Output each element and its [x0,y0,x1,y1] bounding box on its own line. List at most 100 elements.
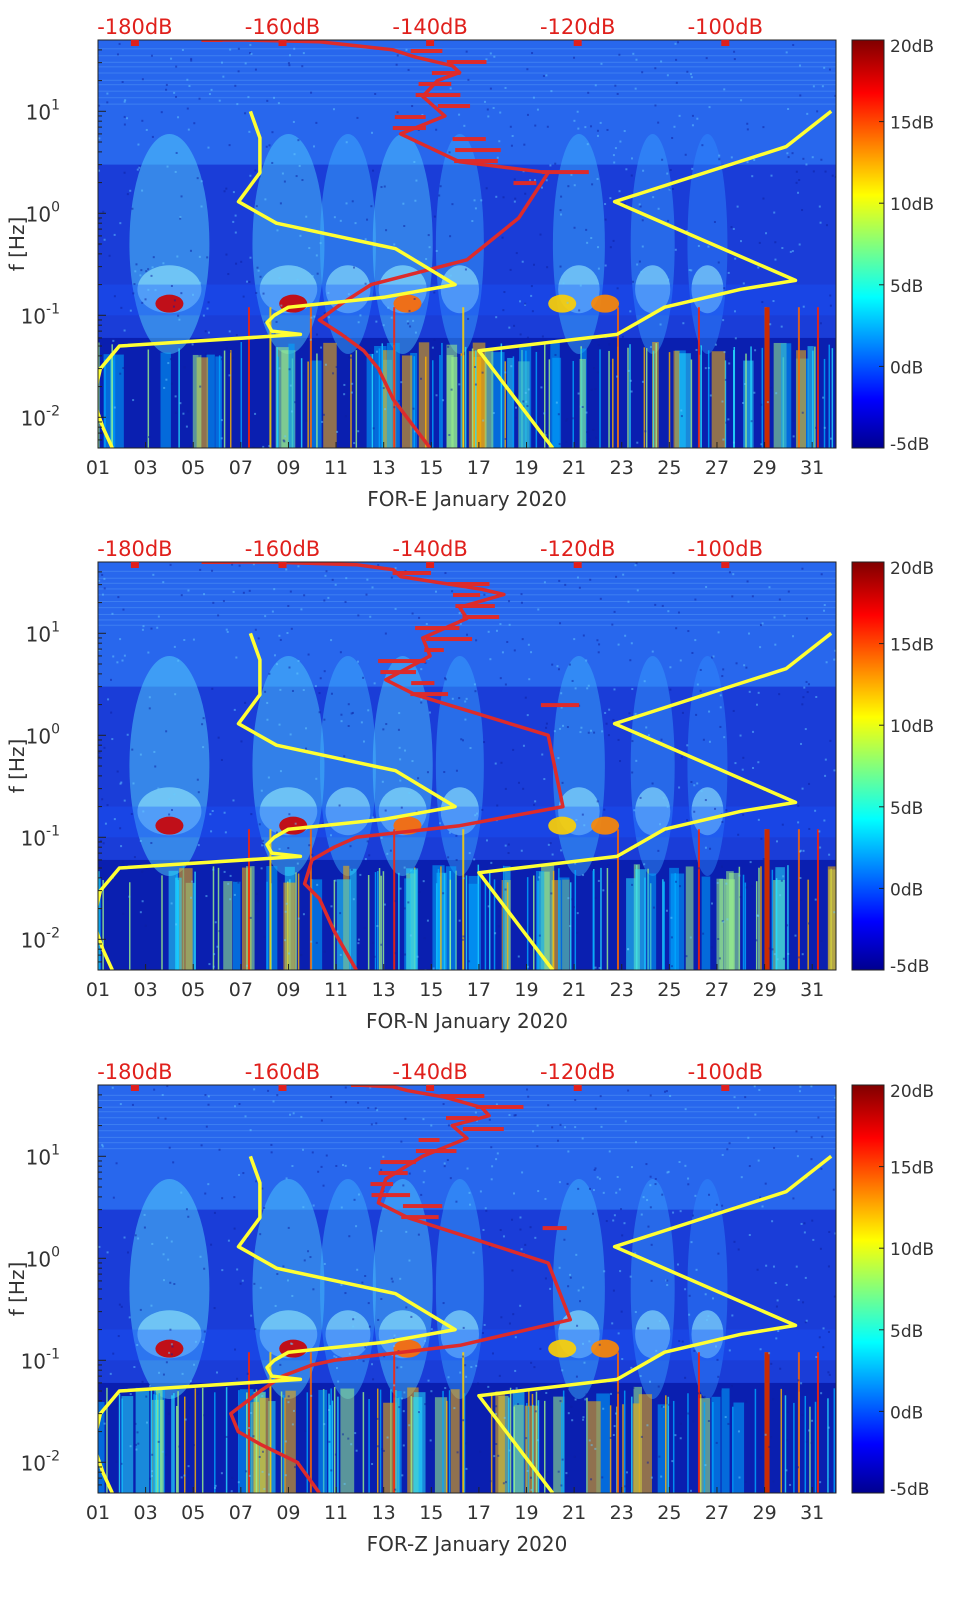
heatmap-speckle [598,643,601,646]
red-psd-noise [446,60,487,65]
heatmap-speckle [647,1225,650,1228]
heatmap-speckle [633,809,636,812]
heatmap-speckle [684,153,687,156]
heatmap-speckle [664,1090,667,1093]
heatmap-speckle [312,1204,315,1207]
heatmap-speckle [383,185,386,188]
heatmap-speckle [607,863,610,866]
heatmap-speckle [538,876,541,879]
heatmap-speckle [534,1236,537,1239]
heatmap-speckle [582,1286,585,1289]
heatmap-speckle [537,1190,540,1193]
heatmap-speckle [193,1363,196,1366]
heatmap-speckle [559,727,562,730]
heatmap-stripe [376,871,379,970]
heatmap-speckle [489,87,492,90]
heatmap-spike-day29 [764,1352,770,1493]
heatmap-speckle [193,122,196,125]
heatmap-speckle [739,240,742,243]
heatmap-speckle [221,1197,224,1200]
heatmap-speckle [302,1148,305,1151]
heatmap-speckle [679,659,682,662]
heatmap-stripe [155,1394,158,1493]
heatmap-speckle [344,1164,347,1167]
red-psd-noise [455,148,501,153]
heatmap-speckle [334,879,337,882]
heatmap-speckle [244,62,247,65]
heatmap-speckle [102,210,105,213]
heatmap-speckle [129,1393,132,1396]
heatmap-speckle [353,442,356,445]
heatmap-speckle [596,129,599,132]
heatmap-speckle [399,1277,402,1280]
heatmap-speckle [171,808,174,811]
heatmap-speckle [567,897,570,900]
heatmap-speckle [283,180,286,183]
heatmap-speckle [669,688,672,691]
heatmap-stripe [465,875,468,970]
heatmap-speckle [629,310,632,313]
heatmap-speckle [583,824,586,827]
heatmap-speckle [501,651,504,654]
heatmap-speckle [545,726,548,729]
heatmap-speckle [526,1088,529,1091]
top-axis-label: -120dB [540,15,615,39]
heatmap-speckle [740,99,743,102]
heatmap-speckle [165,1453,168,1456]
red-psd-noise [542,1226,567,1231]
heatmap-speckle [481,808,484,811]
heatmap-speckle [164,1117,167,1120]
heatmap-speckle [532,1130,535,1133]
heatmap-speckle [573,56,576,59]
colorbar-tick-label: 20dB [890,559,934,579]
heatmap-speckle [263,320,266,323]
heatmap-speckle [602,889,605,892]
heatmap-speckle [308,844,311,847]
heatmap-speckle [787,590,790,593]
heatmap-speckle [468,1191,471,1194]
heatmap-speckle [557,668,560,671]
heatmap-speckle [526,68,529,71]
heatmap-speckle [732,441,735,444]
heatmap-noise-line [98,588,836,590]
heatmap-speckle [248,1426,251,1429]
x-tick-label: 07 [229,979,253,1001]
heatmap-speckle [121,860,124,863]
heatmap-speckle [649,1175,652,1178]
heatmap-speckle [616,1175,619,1178]
x-tick-label: 07 [229,457,253,479]
heatmap-speckle [212,868,215,871]
heatmap-stripe [814,1401,817,1493]
heatmap-speckle [197,844,200,847]
heatmap-speckle [791,152,794,155]
heatmap-plume-core [691,265,724,314]
heatmap-stripe [225,1387,228,1493]
heatmap-speckle [386,1436,389,1439]
heatmap-speckle [567,1412,570,1415]
heatmap-speckle [561,1369,564,1372]
heatmap-speckle [665,1090,668,1093]
heatmap-noise-line [98,570,836,572]
heatmap-speckle [175,923,178,926]
heatmap-stripe [533,875,535,970]
heatmap-speckle [532,263,535,266]
heatmap-speckle [465,1375,468,1378]
heatmap-stripe [552,870,555,970]
heatmap-speckle [434,590,437,593]
heatmap-speckle [355,1449,358,1452]
heatmap-speckle [189,1406,192,1409]
heatmap-speckle [671,137,674,140]
heatmap-speckle [671,1460,674,1463]
heatmap-speckle [204,1094,207,1097]
heatmap-speckle [350,391,353,394]
heatmap-speckle [816,110,819,113]
heatmap-speckle [820,158,823,161]
heatmap-speckle [799,877,802,880]
heatmap-speckle [565,1472,568,1475]
heatmap-speckle [129,1445,132,1448]
heatmap-spike [309,829,312,970]
heatmap-speckle [467,78,470,81]
heatmap-speckle [288,54,291,57]
heatmap-speckle [611,1322,614,1325]
heatmap-speckle [821,85,824,88]
